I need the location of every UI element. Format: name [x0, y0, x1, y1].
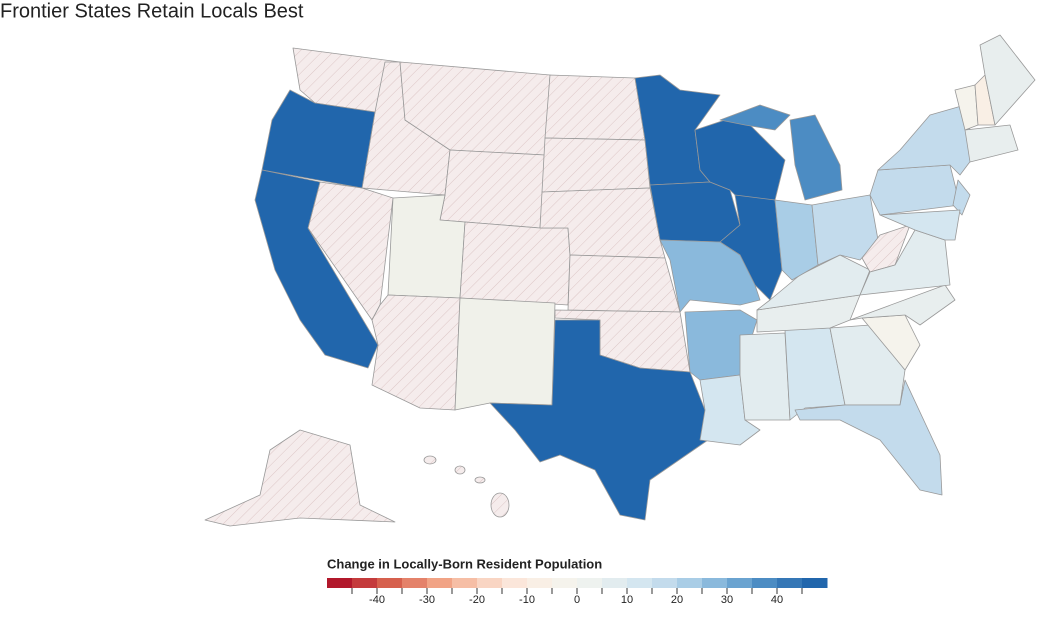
state	[979, 34, 1036, 126]
legend-swatch	[452, 578, 478, 588]
legend-title: Change in Locally-Born Resident Populati…	[327, 556, 602, 571]
legend-tick-label: 40	[771, 594, 783, 606]
state	[789, 114, 843, 201]
legend-swatch	[527, 578, 553, 588]
legend-swatch	[577, 578, 603, 588]
legend-swatch	[377, 578, 403, 588]
state	[454, 297, 556, 411]
legend-swatch	[402, 578, 428, 588]
state	[459, 221, 571, 306]
state	[739, 332, 791, 421]
legend-swatch	[502, 578, 528, 588]
legend: -40 -30 -20 -10 0 10 20 30 40	[327, 578, 828, 606]
title: Frontier States Retain Locals Best	[0, 0, 304, 22]
state	[774, 199, 819, 281]
state	[371, 294, 461, 411]
legend-swatch	[327, 578, 353, 588]
legend-swatch	[752, 578, 778, 588]
legend-swatch	[777, 578, 803, 588]
hawaii	[423, 455, 510, 518]
legend-swatch	[427, 578, 453, 588]
legend-swatch	[602, 578, 628, 588]
legend-tick-label: 30	[721, 594, 733, 606]
legend-swatch	[802, 578, 828, 588]
state	[719, 104, 791, 131]
legend-swatch	[727, 578, 753, 588]
state	[861, 224, 911, 273]
state	[879, 209, 961, 241]
legend-tick-label: 10	[621, 594, 633, 606]
us-map	[204, 34, 1036, 527]
legend-swatch	[477, 578, 503, 588]
legend-swatch	[552, 578, 578, 588]
state	[829, 324, 906, 406]
state	[541, 137, 651, 193]
state	[439, 149, 546, 229]
state	[649, 181, 741, 243]
state	[964, 124, 1019, 163]
state	[794, 379, 943, 496]
legend-tick-label: -10	[519, 594, 535, 606]
state	[254, 169, 379, 369]
legend-tick-label: -20	[469, 594, 485, 606]
legend-tick-label: 0	[574, 594, 580, 606]
legend-tick-label: -30	[419, 594, 435, 606]
legend-swatch	[677, 578, 703, 588]
state	[659, 239, 761, 313]
state	[952, 179, 971, 216]
state	[869, 164, 961, 216]
legend-tick-label: 20	[671, 594, 683, 606]
legend-swatch	[652, 578, 678, 588]
state	[567, 254, 681, 313]
legend-tick-label: -40	[369, 594, 385, 606]
state	[544, 74, 646, 141]
legend-swatch	[702, 578, 728, 588]
state	[261, 89, 376, 189]
state	[877, 104, 976, 176]
legend-swatch	[627, 578, 653, 588]
state	[489, 319, 709, 521]
state	[204, 429, 396, 527]
legend-swatch	[352, 578, 378, 588]
